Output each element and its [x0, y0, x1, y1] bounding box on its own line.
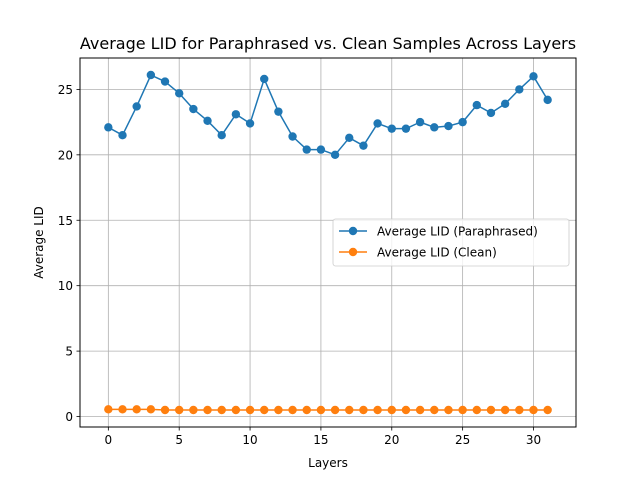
x-tick-label: 10 [242, 433, 257, 447]
data-point [486, 405, 496, 415]
data-point [175, 405, 184, 415]
data-point [373, 119, 382, 128]
data-point [217, 131, 226, 140]
data-point [245, 119, 255, 128]
y-tick-label: 10 [58, 279, 73, 293]
data-point [543, 405, 552, 415]
data-point [387, 405, 396, 415]
data-point [486, 108, 496, 118]
data-point [231, 110, 241, 119]
data-point [359, 405, 368, 415]
data-point [359, 141, 368, 150]
data-point [146, 70, 156, 80]
axis-ticks: 0 5 10 15 20 25 30 0 5 10 15 20 25 [58, 83, 541, 447]
data-point [132, 405, 141, 414]
plot-frame [79, 57, 577, 428]
data-point [529, 405, 538, 415]
data-point [500, 405, 510, 415]
data-point [104, 123, 113, 132]
data-point [231, 405, 241, 415]
data-point [203, 116, 212, 126]
data-point [118, 131, 127, 140]
data-point [160, 77, 170, 86]
data-point [543, 95, 552, 105]
data-point [515, 85, 524, 94]
data-point [430, 123, 439, 132]
data-point [500, 99, 510, 108]
data-point [415, 117, 425, 127]
legend: Average LID (Paraphrased) Average LID (Cl… [332, 218, 570, 267]
data-point [302, 145, 311, 154]
data-point [288, 405, 297, 415]
x-axis-label: Layers [308, 456, 348, 470]
data-point [373, 405, 382, 415]
series-layer [104, 70, 552, 415]
data-point [330, 405, 340, 415]
legend-box [332, 218, 570, 267]
data-point [160, 405, 170, 415]
data-point [515, 405, 524, 415]
y-tick-label: 25 [58, 83, 73, 97]
data-point [430, 405, 439, 415]
data-point [316, 405, 326, 415]
data-point [189, 104, 198, 114]
data-point [217, 405, 226, 415]
y-tick-label: 15 [58, 214, 73, 228]
data-point [132, 102, 141, 111]
y-tick-label: 0 [65, 410, 73, 424]
data-point [472, 100, 481, 110]
data-point [245, 405, 255, 415]
data-point [401, 124, 411, 133]
series-line-1 [107, 74, 549, 156]
data-point [203, 405, 212, 415]
y-tick-label: 5 [65, 345, 73, 359]
x-tick-label: 30 [526, 433, 541, 447]
data-point [146, 405, 156, 414]
data-point [316, 145, 326, 154]
legend-label: Average LID (Clean) [377, 246, 497, 260]
data-point [345, 133, 354, 143]
data-point [330, 150, 340, 160]
data-point [104, 405, 113, 414]
data-point [274, 405, 283, 415]
data-point [444, 405, 453, 415]
data-point [288, 132, 297, 141]
data-point [415, 405, 425, 415]
y-axis-label: Average LID [32, 206, 46, 279]
series-line-2 [108, 408, 548, 411]
data-point [387, 124, 396, 133]
data-point [472, 405, 481, 415]
x-tick-label: 20 [384, 433, 399, 447]
data-point [118, 405, 127, 414]
legend-marker [348, 226, 358, 236]
data-point [189, 405, 198, 415]
y-tick-label: 20 [58, 148, 73, 162]
legend-marker [348, 247, 358, 257]
x-tick-label: 5 [175, 433, 183, 447]
legend-label: Average LID (Paraphrased) [377, 225, 538, 239]
chart-title: Average LID for Paraphrased vs. Clean Sa… [80, 34, 576, 53]
data-point [345, 405, 354, 415]
x-tick-label: 25 [455, 433, 470, 447]
x-tick-label: 15 [313, 433, 328, 447]
data-point [260, 405, 269, 415]
data-point [458, 405, 467, 415]
data-point [458, 117, 467, 127]
x-tick-label: 0 [105, 433, 113, 447]
data-point [444, 121, 453, 131]
data-point [175, 89, 184, 98]
data-point [401, 405, 411, 415]
data-point [529, 72, 538, 81]
data-point [260, 74, 269, 84]
data-point [274, 107, 283, 116]
data-point [302, 405, 311, 415]
